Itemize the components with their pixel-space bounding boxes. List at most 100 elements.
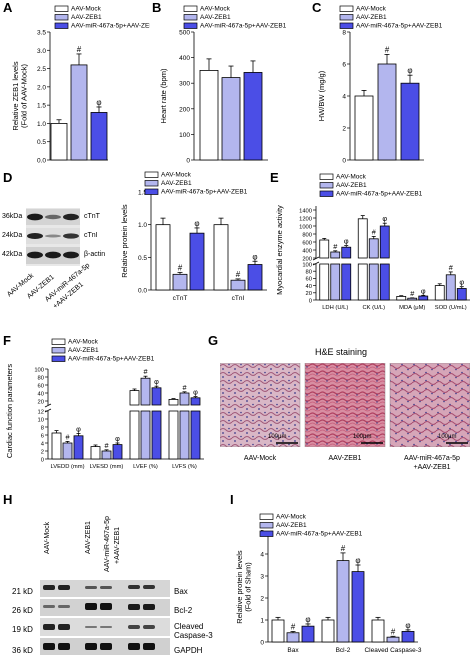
he-scalebar-label: 100μm xyxy=(438,434,457,440)
bar xyxy=(73,435,84,460)
legend-swatch xyxy=(54,22,69,29)
y-tick-label: 0 xyxy=(260,640,264,647)
bar xyxy=(379,263,390,301)
legend-entry: AAV-Mock xyxy=(200,6,231,13)
legend-swatch xyxy=(144,171,159,178)
bar xyxy=(401,631,415,643)
bar xyxy=(357,218,368,259)
significance-mark: # xyxy=(236,270,241,279)
y-tick-label: 2.5 xyxy=(37,66,46,73)
kda-label: 21 kD xyxy=(12,587,33,596)
panel-label-f: F xyxy=(3,333,11,348)
blot-image xyxy=(26,208,80,266)
significance-mark: # xyxy=(182,383,187,392)
bar xyxy=(379,225,390,259)
bar xyxy=(140,410,151,460)
bar xyxy=(336,560,350,643)
significance-mark: φ xyxy=(407,66,412,75)
bar xyxy=(155,224,171,291)
y-tick-label: 1400 xyxy=(299,208,312,214)
panel-label-b: B xyxy=(152,0,162,15)
band-label: cTnI xyxy=(84,232,98,239)
significance-mark: φ xyxy=(382,214,387,223)
bar xyxy=(357,263,368,301)
band-label: Bcl-2 xyxy=(174,606,193,615)
y-axis-label: Myocardial enzyme activity xyxy=(275,205,284,295)
bar xyxy=(368,263,379,301)
bar xyxy=(371,619,385,643)
legend-swatch xyxy=(319,190,334,197)
significance-mark: # xyxy=(143,367,148,376)
panel-label-a: A xyxy=(3,0,13,15)
y-tick-label: 1.5 xyxy=(138,190,147,197)
y-tick-label: 20 xyxy=(306,291,312,297)
legend-entry: AAV-miR-467a-5p+AAV-ZEB1 xyxy=(200,23,287,30)
panel-label-c: C xyxy=(312,0,322,15)
bar xyxy=(70,64,88,161)
bcl2-bands xyxy=(43,603,155,610)
y-tick-label: 0 xyxy=(186,158,190,165)
he-caption-mock: AAV-Mock xyxy=(243,455,277,462)
bar xyxy=(434,285,445,301)
bar xyxy=(396,296,407,301)
legend-swatch xyxy=(144,180,159,187)
band-label: cTnT xyxy=(84,213,100,220)
legend-entry: AAV-miR-467a-5p+AAV-ZEB1 xyxy=(276,531,363,538)
y-tick-label: 1.0 xyxy=(138,222,147,229)
x-tick-label: Bcl-2 xyxy=(336,647,351,654)
bar xyxy=(190,397,201,406)
y-tick-label: 200 xyxy=(302,256,312,262)
y-tick-label: 4 xyxy=(41,441,45,447)
y-tick-label: 500 xyxy=(179,30,190,37)
legend-swatch xyxy=(259,530,274,537)
legend-entry: AAV-miR-467a-5p+AAV-ZEB1 xyxy=(68,356,155,363)
y-tick-label: 200 xyxy=(179,106,190,113)
kda-label: 26 kD xyxy=(12,606,33,615)
bar xyxy=(168,410,179,460)
bar xyxy=(172,273,188,291)
panel-label-h: H xyxy=(3,492,13,507)
significance-mark: φ xyxy=(405,621,410,630)
x-tick-label: Cleaved Caspase-3 xyxy=(364,647,421,654)
caspase3-bands xyxy=(43,624,155,630)
legend-entry: AAV-ZEB1 xyxy=(161,180,192,187)
he-caption-zeb1: AAV-ZEB1 xyxy=(328,455,362,462)
y-tick-label: 60 xyxy=(306,277,312,283)
bar xyxy=(319,263,330,301)
y-tick-label: 4 xyxy=(342,94,346,101)
x-tick-label: LVESD (mm) xyxy=(90,464,124,470)
bar xyxy=(90,112,108,161)
legend-entry: AAV-ZEB1 xyxy=(356,14,387,21)
y-tick-label: 8 xyxy=(342,30,346,37)
bar xyxy=(400,82,420,161)
legend-entry: AAV-Mock xyxy=(71,6,102,13)
y-tick-label: 0 xyxy=(342,158,346,165)
bar xyxy=(129,410,140,460)
y-tick-label: 6 xyxy=(342,62,346,69)
chart-a: 0.0 0.5 1.0 1.5 2.0 2.5 3.0 3.5 # φ AAV-MockAAV-ZE… xyxy=(11,6,150,165)
y-tick-label: 300 xyxy=(179,81,190,88)
bar xyxy=(199,70,219,161)
y-tick-label: 100 xyxy=(302,262,312,268)
significance-mark: # xyxy=(178,263,183,272)
y-tick-label: 80 xyxy=(306,270,312,276)
legend-swatch xyxy=(51,347,66,354)
significance-mark: φ xyxy=(115,434,120,443)
y-axis-label: Cardiac function parameters xyxy=(5,364,14,458)
band-label: Caspase-3 xyxy=(174,631,213,640)
bar xyxy=(112,444,123,460)
y-axis-label: Relative protein levels xyxy=(235,550,244,624)
axis-break xyxy=(44,403,52,408)
y-tick-label: 2 xyxy=(41,449,44,455)
lane-label: AAV-miR-467a-5p xyxy=(104,516,111,572)
bar xyxy=(62,442,73,460)
he-scalebar-label: 100μm xyxy=(353,434,372,440)
bar xyxy=(51,432,62,460)
significance-mark: φ xyxy=(76,424,81,433)
kda-label: 36kDa xyxy=(2,213,23,220)
significance-mark: φ xyxy=(459,278,464,287)
he-caption-combo: AAV-miR-467a-5p xyxy=(404,455,460,462)
legend-swatch xyxy=(319,182,334,189)
significance-mark: φ xyxy=(355,556,360,565)
